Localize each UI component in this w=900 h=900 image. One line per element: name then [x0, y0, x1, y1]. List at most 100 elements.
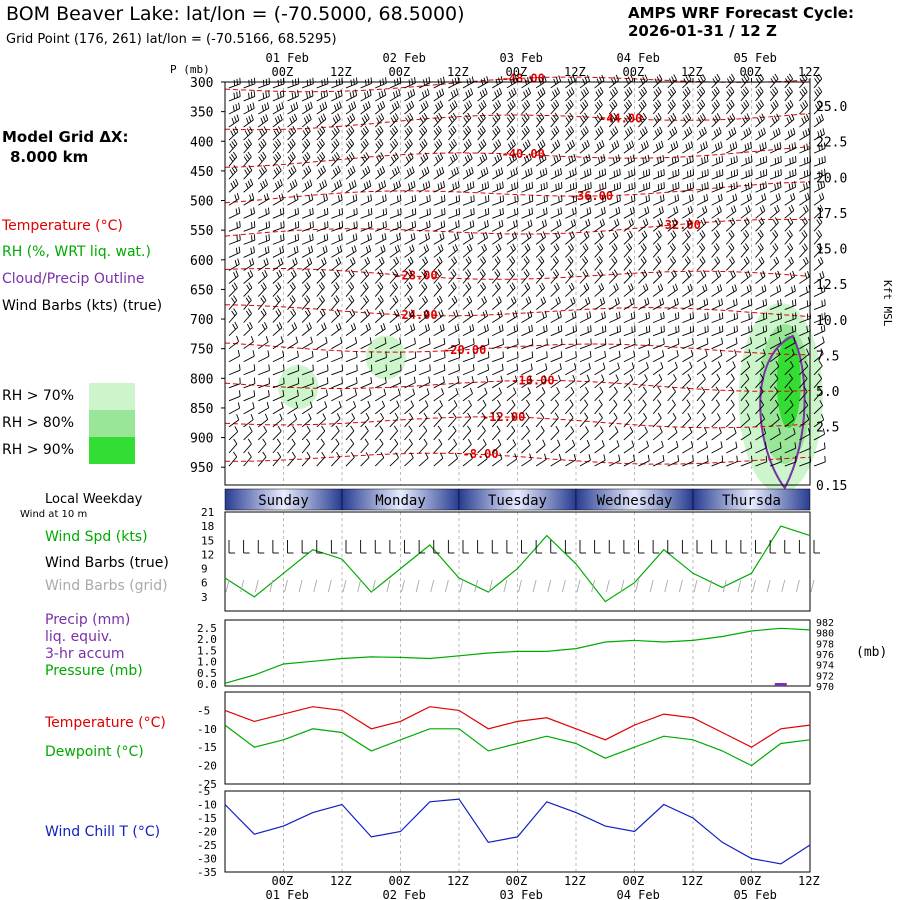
wind-barb-flag: [583, 256, 589, 262]
wind-barb-flag: [586, 312, 589, 319]
wind-barb-flag: [728, 101, 733, 108]
wind-barb-flag: [396, 195, 399, 202]
wind-barb: [521, 236, 532, 245]
wind-barb: [594, 459, 606, 467]
wind-barb: [799, 234, 808, 245]
wind-barb-flag: [686, 184, 689, 191]
wind-barb-flag: [335, 125, 340, 132]
wind-barb-flag: [470, 196, 472, 203]
wind-barb: [272, 287, 282, 297]
grid-wind-barb: [298, 579, 303, 593]
wind-barb-flag: [657, 386, 662, 393]
wind-barb: [477, 225, 489, 232]
wind-barb-flag: [603, 454, 606, 461]
wind-barb-flag: [395, 90, 399, 97]
wind-barb: [389, 357, 402, 363]
wind-barb-flag: [304, 154, 309, 160]
wind-barb-flag: [537, 143, 541, 150]
wind-barb-flag: [705, 349, 708, 356]
wind-barb-flag: [333, 104, 337, 111]
wind-barb-flag: [458, 364, 460, 371]
wind-barb: [638, 261, 647, 271]
wind-barb: [711, 404, 720, 415]
wind-barb-flag: [699, 101, 704, 108]
wind-barb-flag: [616, 440, 620, 447]
wind-barb-flag: [485, 231, 489, 238]
wind-barb: [448, 417, 457, 428]
wind-barb-flag: [821, 414, 825, 420]
wind-barb-flag: [541, 220, 545, 227]
wind-barb-flag: [484, 209, 487, 216]
wind-barb-flag: [247, 308, 252, 314]
wind-barb-flag: [484, 221, 487, 228]
wind-barb: [360, 457, 370, 467]
wind-barb: [301, 300, 311, 310]
wind-barb-flag: [409, 152, 414, 159]
wind-barb-flag: [452, 282, 457, 288]
wind-barb-flag: [542, 439, 546, 446]
wind-barb-flag: [292, 425, 297, 432]
wind-barb-flag: [396, 166, 400, 173]
pressure-right-tick-label: 970: [816, 682, 834, 693]
wind-barb-flag: [364, 258, 368, 265]
wind-barb-flag: [683, 117, 687, 123]
wind-barb: [301, 213, 314, 219]
grid-wind-barb: [415, 579, 420, 593]
wind-barb-flag: [454, 452, 459, 459]
wind-barb-flag: [599, 220, 603, 227]
wind-barb-flag: [367, 234, 370, 241]
wind-barb-flag: [690, 205, 693, 212]
wind-barb: [477, 130, 486, 141]
wind-barb: [755, 366, 765, 376]
wind-barb-flag: [335, 438, 340, 445]
wind-barb-flag: [249, 178, 254, 185]
wind-barb: [784, 342, 796, 350]
wind-barb: [316, 287, 325, 297]
wind-barb-flag: [457, 220, 460, 227]
wind-barb-flag: [236, 235, 238, 242]
wind-barb-flag: [599, 426, 604, 432]
wind-barb-flag: [310, 101, 313, 108]
wind-barb-flag: [716, 128, 720, 135]
wind-barb-flag: [348, 104, 352, 111]
wind-barb-flag: [280, 235, 282, 242]
wind-barb-flag: [566, 91, 571, 98]
wind-barb-flag: [777, 326, 779, 333]
wind-barb: [638, 404, 647, 415]
wind-barb-flag: [302, 156, 307, 162]
pressure-tick-label: 500: [190, 195, 213, 210]
wind-barb-flag: [687, 207, 691, 214]
wind-barb-flag: [513, 87, 517, 94]
wind-barb-flag: [525, 112, 530, 119]
wind-barb-flag: [541, 139, 546, 146]
wind-barb-flag: [306, 151, 311, 158]
wind-barb: [418, 457, 429, 467]
wind-barb-flag: [584, 269, 589, 275]
wind-barb: [228, 198, 240, 206]
wind-barb-flag: [426, 388, 430, 395]
wind-barb-flag: [380, 324, 384, 331]
wind-barb: [638, 117, 647, 128]
wind-barb-flag: [673, 207, 676, 214]
wind-barb: [711, 317, 724, 324]
wind-barb-flag: [542, 231, 546, 238]
wind-barb-flag: [467, 112, 472, 119]
wind-barb: [726, 304, 738, 310]
wind-barb-flag: [801, 245, 806, 251]
wind-barb-flag: [627, 99, 632, 106]
wind-barb-flag: [306, 324, 310, 331]
wind-barb: [813, 198, 825, 206]
wind-barb: [404, 457, 414, 467]
wind-barb-flag: [762, 143, 765, 150]
wind-barb: [389, 430, 398, 441]
wind-barb-flag: [496, 425, 501, 432]
wind-barb-flag: [674, 313, 677, 320]
wind-barb: [389, 443, 399, 454]
wind-barb: [565, 330, 577, 337]
wind-barb: [404, 405, 414, 415]
wind-barb-flag: [425, 182, 428, 189]
grid-wind-barb: [620, 579, 625, 593]
wind-barb: [535, 459, 547, 467]
wind-barb: [301, 251, 313, 258]
wind-barb-flag: [480, 102, 485, 108]
